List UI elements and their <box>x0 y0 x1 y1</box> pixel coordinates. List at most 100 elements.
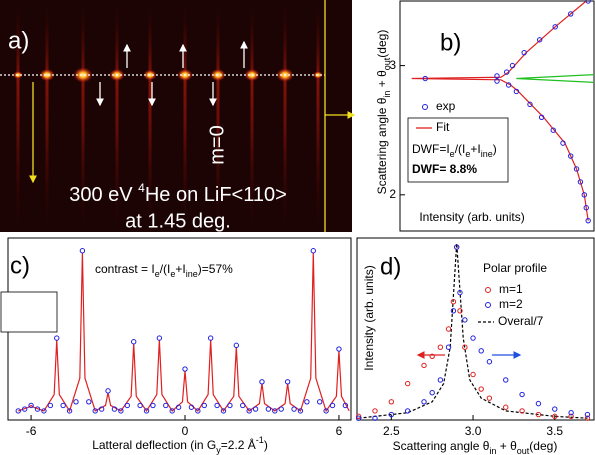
legend-label: m=1 <box>499 282 523 296</box>
label-part: /(I <box>455 142 466 156</box>
data-point <box>150 402 156 409</box>
x-tick-label: 0 <box>182 424 189 438</box>
data-point <box>585 0 591 4</box>
data-point <box>388 411 395 418</box>
panel-label: a) <box>8 27 29 54</box>
label-part: -1 <box>256 435 264 445</box>
annotation: m=0 <box>206 125 228 164</box>
data-point <box>445 344 452 350</box>
data-point <box>486 395 493 401</box>
data-point <box>568 410 574 416</box>
label-part: y <box>216 445 221 455</box>
label-part: in <box>382 91 392 98</box>
data-point <box>584 411 591 418</box>
data-point <box>486 359 493 365</box>
x-tick-label: 3.0 <box>465 424 482 438</box>
caption: at 1.45 deg. <box>125 210 231 232</box>
data-point <box>577 179 584 185</box>
data-point <box>470 371 476 378</box>
panel-label: c) <box>10 252 30 279</box>
data-point <box>336 346 342 352</box>
data-point <box>462 344 468 350</box>
data-point <box>584 415 591 421</box>
data-point <box>131 339 137 345</box>
label-part: + θ <box>496 439 517 453</box>
data-point <box>28 402 34 409</box>
data-point <box>404 380 411 387</box>
legend-box <box>407 117 509 183</box>
legend-note: DWF= 8.8% <box>412 162 477 176</box>
data-point <box>503 377 509 383</box>
data-point <box>568 153 574 159</box>
legend-marker <box>422 104 428 110</box>
data-point <box>568 11 574 17</box>
data-point <box>182 366 188 372</box>
data-point <box>355 415 362 421</box>
data-point <box>581 192 587 198</box>
marks: 23expFit-606exp.Fit2.53.03.5m=1m=2Overal… <box>3 0 595 438</box>
streak <box>45 5 49 230</box>
legend-label: Fit <box>436 120 450 134</box>
label-part: e <box>465 149 470 159</box>
legend-title: Polar profile <box>483 261 547 275</box>
data-point <box>175 404 182 410</box>
data-point <box>437 377 444 383</box>
label-part: Scattering angle θ <box>375 97 389 194</box>
data-point <box>143 408 150 414</box>
data-point <box>513 88 520 95</box>
streak <box>183 5 187 230</box>
label-part: ine <box>481 149 493 159</box>
data-point <box>227 402 233 409</box>
data-point <box>214 402 220 409</box>
data-point <box>252 406 259 412</box>
data-point <box>201 402 207 409</box>
panel-label: b) <box>440 29 461 56</box>
data-point <box>137 402 143 409</box>
data-point <box>457 308 463 314</box>
caption-part: He on LiF<110> <box>145 184 287 206</box>
streak <box>250 5 254 230</box>
y-tick-label: 2 <box>389 187 396 201</box>
label-part: /(I <box>160 262 171 276</box>
data-point <box>457 289 463 296</box>
data-point <box>503 404 509 410</box>
data-point <box>47 402 54 409</box>
data-point <box>169 408 175 414</box>
x-axis-label: Intensity (arb. units) <box>419 210 524 224</box>
legend-label: m=2 <box>499 297 523 311</box>
label-part: Latteral deflection (in G <box>92 438 216 452</box>
data-point <box>450 308 457 314</box>
label-part: (deg) <box>529 439 557 453</box>
data-point <box>118 408 124 414</box>
x-axis-label: Scattering angle θin + θout(deg) <box>393 439 558 455</box>
streak <box>81 5 85 230</box>
data-point <box>188 404 195 410</box>
data-point <box>233 342 240 349</box>
label-part: in <box>489 446 496 455</box>
data-point <box>304 399 310 405</box>
legend-note: DWF=Ie/(Ie+Iine) <box>412 142 497 159</box>
data-point <box>278 406 284 412</box>
label-part: ine <box>186 269 198 279</box>
data-point <box>92 408 98 414</box>
label-part: (deg) <box>375 30 389 58</box>
series-line <box>18 252 350 413</box>
x-tick-label: -6 <box>26 424 37 438</box>
y-axis-label: Scattering angle θin + θout(deg) <box>375 30 392 195</box>
data-point <box>86 399 92 405</box>
caption-part: 4 <box>138 181 145 195</box>
label-part: out <box>382 57 392 70</box>
data-point <box>462 317 468 323</box>
data-point <box>505 82 512 88</box>
data-point <box>323 408 329 414</box>
chart-title: contrast = Ie/(Ie+Iine)=57% <box>95 262 233 279</box>
data-point <box>519 391 525 398</box>
label-part: e <box>450 149 455 159</box>
data-point <box>478 348 484 354</box>
streak <box>216 5 220 230</box>
data-point <box>519 408 525 414</box>
legend-label: exp <box>436 99 456 113</box>
streak <box>316 5 320 230</box>
caption: 300 eV 4He on LiF<110> <box>69 181 287 206</box>
